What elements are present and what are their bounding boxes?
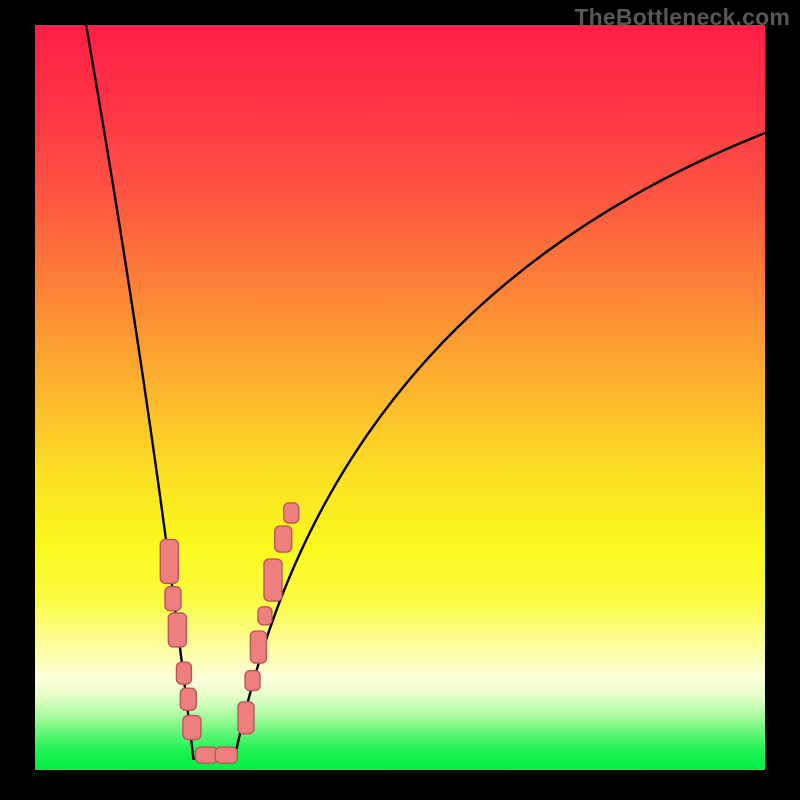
- data-marker: [245, 671, 260, 691]
- data-marker: [258, 607, 272, 625]
- data-marker: [176, 662, 191, 684]
- data-marker: [284, 503, 299, 523]
- data-marker: [196, 747, 218, 763]
- data-marker: [250, 631, 266, 663]
- chart-svg: [0, 0, 800, 800]
- data-marker: [180, 688, 196, 710]
- watermark-text: TheBottleneck.com: [574, 4, 790, 31]
- data-marker: [264, 559, 282, 601]
- data-marker: [275, 526, 292, 552]
- data-marker: [215, 747, 237, 763]
- gradient-background: [35, 25, 765, 770]
- data-marker: [165, 587, 181, 611]
- data-marker: [238, 702, 254, 734]
- data-marker: [168, 613, 186, 647]
- chart-stage: TheBottleneck.com: [0, 0, 800, 800]
- data-marker: [160, 539, 178, 583]
- data-marker: [183, 716, 201, 740]
